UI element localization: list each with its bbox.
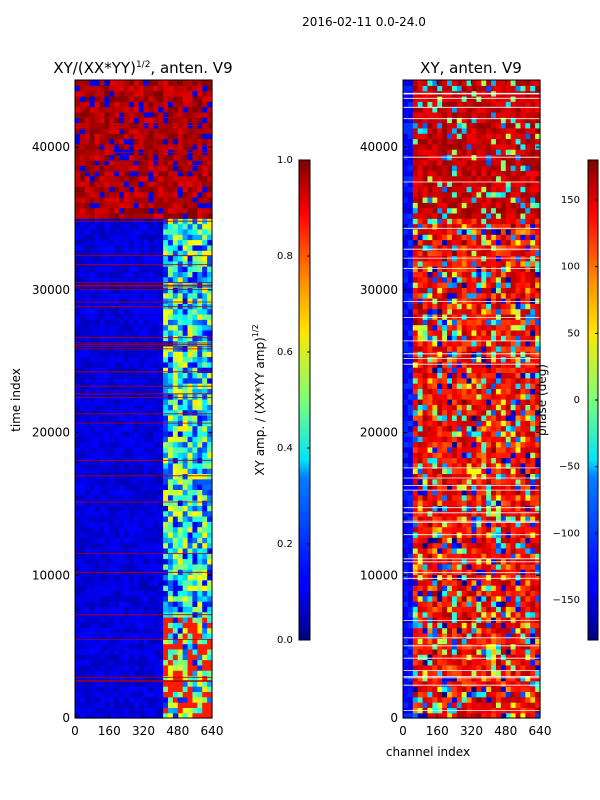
- y-tick-label: 0: [62, 711, 70, 725]
- amp-y-axis-label: time index: [9, 368, 23, 432]
- x-tick-label: 160: [426, 724, 449, 738]
- amp-heatmap: [75, 80, 213, 719]
- y-tick-label: 20000: [32, 426, 70, 440]
- y-tick-label: 30000: [360, 283, 398, 297]
- colorbar-tick-label: −50: [559, 462, 580, 473]
- x-tick-label: 160: [98, 724, 121, 738]
- phase-panel-title: XY, anten. V9: [420, 59, 522, 77]
- phase-colorbar: −150 −100 −50 0 50 100 150 phase (deg): [535, 159, 599, 641]
- x-tick-label: 480: [494, 724, 517, 738]
- colorbar-tick-label: 0.8: [277, 251, 293, 262]
- phase-colorbar-ticks: −150 −100 −50 0 50 100 150: [553, 195, 598, 606]
- amp-panel: XY/(XX*YY)1/2, anten. V9 0 160 320 480 640 0…: [9, 59, 233, 738]
- colorbar-tick-label: 0.2: [277, 539, 293, 550]
- amp-colorbar: 0.0 0.2 0.4 0.6 0.8 1.0 XY amp. / (XX*YY amp)…: [251, 155, 311, 646]
- y-tick-label: 30000: [32, 283, 70, 297]
- colorbar-tick-label: 0: [574, 395, 580, 406]
- colorbar-tick-label: 0.4: [277, 443, 293, 454]
- amp-x-axis: 0 160 320 480 640: [71, 80, 223, 738]
- colorbar-tick-label: 1.0: [277, 155, 293, 166]
- colorbar-tick-label: 100: [561, 262, 580, 273]
- y-tick-label: 40000: [32, 140, 70, 154]
- y-tick-label: 10000: [360, 568, 398, 582]
- phase-colorbar-label: phase (deg): [535, 364, 549, 436]
- phase-panel: XY, anten. V9 0 160 320 480 640 0 10000 20000 3…: [360, 59, 552, 759]
- phase-y-axis: 0 10000 20000 30000 40000: [360, 140, 540, 725]
- amp-colorbar-gradient: [298, 159, 311, 641]
- y-tick-label: 40000: [360, 140, 398, 154]
- x-tick-label: 320: [460, 724, 483, 738]
- colorbar-tick-label: 0.6: [277, 347, 293, 358]
- x-tick-label: 640: [529, 724, 552, 738]
- y-tick-label: 10000: [32, 568, 70, 582]
- amp-y-axis: 0 10000 20000 30000 40000: [32, 140, 212, 725]
- amp-panel-title: XY/(XX*YY)1/2, anten. V9: [53, 59, 232, 77]
- x-tick-label: 0: [399, 724, 407, 738]
- colorbar-tick-label: −150: [553, 595, 580, 606]
- phase-heatmap: [403, 79, 541, 719]
- y-tick-label: 20000: [360, 426, 398, 440]
- colorbar-tick-label: 50: [567, 328, 580, 339]
- colorbar-tick-label: 0.0: [277, 635, 293, 646]
- amp-colorbar-label: XY amp. / (XX*YY amp)1/2: [251, 324, 267, 475]
- x-tick-label: 320: [132, 724, 155, 738]
- colorbar-tick-label: 150: [561, 195, 580, 206]
- x-tick-label: 640: [201, 724, 224, 738]
- phase-x-axis-label: channel index: [386, 745, 470, 759]
- colorbar-tick-label: −100: [553, 528, 580, 539]
- x-tick-label: 480: [166, 724, 189, 738]
- y-tick-label: 0: [390, 711, 398, 725]
- x-tick-label: 0: [71, 724, 79, 738]
- figure-suptitle: 2016-02-11 0.0-24.0: [302, 15, 426, 29]
- amp-colorbar-ticks: 0.0 0.2 0.4 0.6 0.8 1.0: [277, 155, 310, 646]
- phase-x-axis: 0 160 320 480 640: [399, 80, 551, 738]
